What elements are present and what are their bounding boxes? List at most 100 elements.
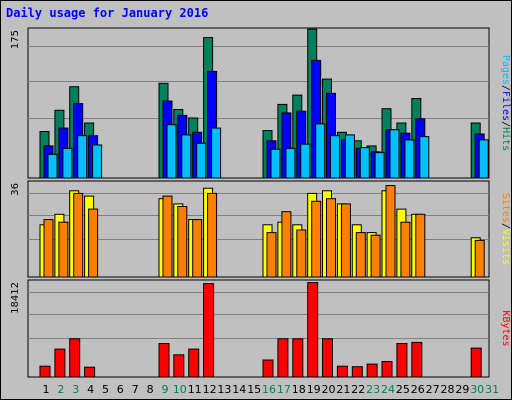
- bar-pages-10: [181, 134, 192, 179]
- bar-pages-9: [166, 124, 177, 179]
- x-tick-label: 13: [217, 383, 231, 396]
- x-tick-label: 15: [247, 383, 261, 396]
- bar-kbytes-26: [411, 341, 423, 378]
- bar-pages-18: [300, 143, 311, 179]
- bar-sites-1: [43, 219, 54, 278]
- legend-entry: Hits: [500, 127, 511, 151]
- x-tick-label: 17: [277, 383, 291, 396]
- x-tick-label: 3: [72, 383, 79, 396]
- bar-pages-30: [478, 139, 489, 179]
- x-tick-label: 20: [322, 383, 336, 396]
- bar-kbytes-4: [84, 366, 96, 378]
- x-tick-label: 1: [43, 383, 50, 396]
- bar-sites-9: [162, 195, 173, 278]
- legend-kbytes: KBytes: [500, 310, 511, 346]
- x-tick-label: 28: [441, 383, 455, 396]
- bar-kbytes-16: [262, 359, 274, 378]
- bar-pages-20: [330, 135, 340, 179]
- bar-kbytes-10: [173, 354, 185, 378]
- legend-entry: /: [500, 85, 511, 91]
- bar-kbytes-2: [54, 348, 66, 378]
- bar-pages-1: [47, 153, 58, 179]
- x-tick-label: 8: [147, 383, 154, 396]
- bar-kbytes-22: [351, 366, 363, 378]
- legend-entry: Sites: [500, 193, 511, 223]
- bar-pages-22: [359, 147, 370, 179]
- bar-sites-23: [370, 234, 381, 278]
- x-tick-label: 18: [292, 383, 306, 396]
- bar-sites-4: [88, 208, 99, 278]
- bar-kbytes-17: [277, 338, 289, 378]
- bar-pages-12: [211, 127, 222, 179]
- bar-pages-11: [196, 142, 207, 179]
- bar-kbytes-24: [381, 361, 393, 378]
- bar-kbytes-1: [39, 365, 51, 378]
- x-tick-label: 2: [57, 383, 64, 396]
- bar-pages-17: [285, 147, 296, 179]
- x-tick-label: 14: [232, 383, 246, 396]
- bar-sites-22: [355, 232, 366, 278]
- x-tick-label: 30: [470, 383, 484, 396]
- bar-pages-4: [92, 144, 103, 179]
- bar-pages-25: [404, 139, 415, 179]
- bar-kbytes-3: [69, 338, 81, 378]
- x-tick-label: 19: [307, 383, 321, 396]
- x-tick-label: 6: [117, 383, 124, 396]
- bar-sites-10: [177, 206, 188, 278]
- bar-sites-16: [266, 232, 277, 278]
- bar-pages-16: [270, 148, 281, 179]
- bar-pages-26: [419, 136, 430, 179]
- x-tick-label: 25: [396, 383, 410, 396]
- bar-kbytes-25: [396, 343, 408, 378]
- legend-entry: KBytes: [500, 310, 511, 346]
- x-tick-label: 21: [336, 383, 350, 396]
- x-tick-label: 23: [366, 383, 380, 396]
- x-tick-label: 31: [485, 383, 499, 396]
- legend-entry: /: [500, 223, 511, 229]
- y-max-label: 175: [10, 30, 21, 49]
- bar-sites-17: [281, 211, 292, 278]
- bar-kbytes-19: [307, 282, 319, 378]
- bar-pages-2: [62, 147, 73, 179]
- legend-visits_sites: Sites/Visits: [500, 193, 511, 265]
- bar-sites-26: [415, 213, 426, 278]
- bar-sites-25: [400, 221, 411, 278]
- bar-pages-24: [389, 129, 400, 179]
- x-tick-label: 12: [203, 383, 217, 396]
- legend-hits_files_pages: Pages/Files/Hits: [500, 55, 511, 151]
- bar-kbytes-23: [366, 363, 378, 378]
- y-max-label: 18412: [10, 282, 21, 314]
- bar-sites-12: [207, 192, 218, 278]
- x-tick-label: 29: [455, 383, 469, 396]
- bar-kbytes-11: [188, 348, 200, 378]
- bar-pages-21: [344, 134, 355, 179]
- bar-sites-18: [296, 229, 307, 278]
- chart-title: Daily usage for January 2016: [6, 6, 209, 20]
- bar-sites-24: [385, 185, 396, 278]
- bar-sites-2: [58, 221, 69, 278]
- bar-sites-30: [474, 239, 485, 278]
- bar-sites-19: [311, 200, 322, 278]
- bar-pages-3: [77, 135, 88, 179]
- x-tick-label: 11: [188, 383, 202, 396]
- x-tick-label: 5: [102, 383, 109, 396]
- bar-kbytes-12: [203, 283, 215, 378]
- bar-kbytes-18: [292, 338, 304, 378]
- legend-entry: Files: [500, 91, 511, 121]
- y-max-label: 36: [10, 183, 21, 196]
- bar-sites-3: [73, 192, 84, 278]
- x-tick-label: 7: [132, 383, 139, 396]
- legend-entry: Visits: [500, 229, 511, 265]
- bar-kbytes-9: [158, 343, 170, 378]
- bar-sites-21: [340, 203, 351, 278]
- legend-entry: Pages: [500, 55, 511, 85]
- bar-kbytes-20: [322, 338, 333, 378]
- x-tick-label: 4: [87, 383, 94, 396]
- x-tick-label: 22: [351, 383, 365, 396]
- x-tick-label: 27: [426, 383, 440, 396]
- x-tick-label: 16: [262, 383, 276, 396]
- x-tick-label: 24: [381, 383, 395, 396]
- x-tick-label: 26: [411, 383, 425, 396]
- bar-pages-23: [374, 152, 385, 179]
- x-tick-label: 10: [173, 383, 187, 396]
